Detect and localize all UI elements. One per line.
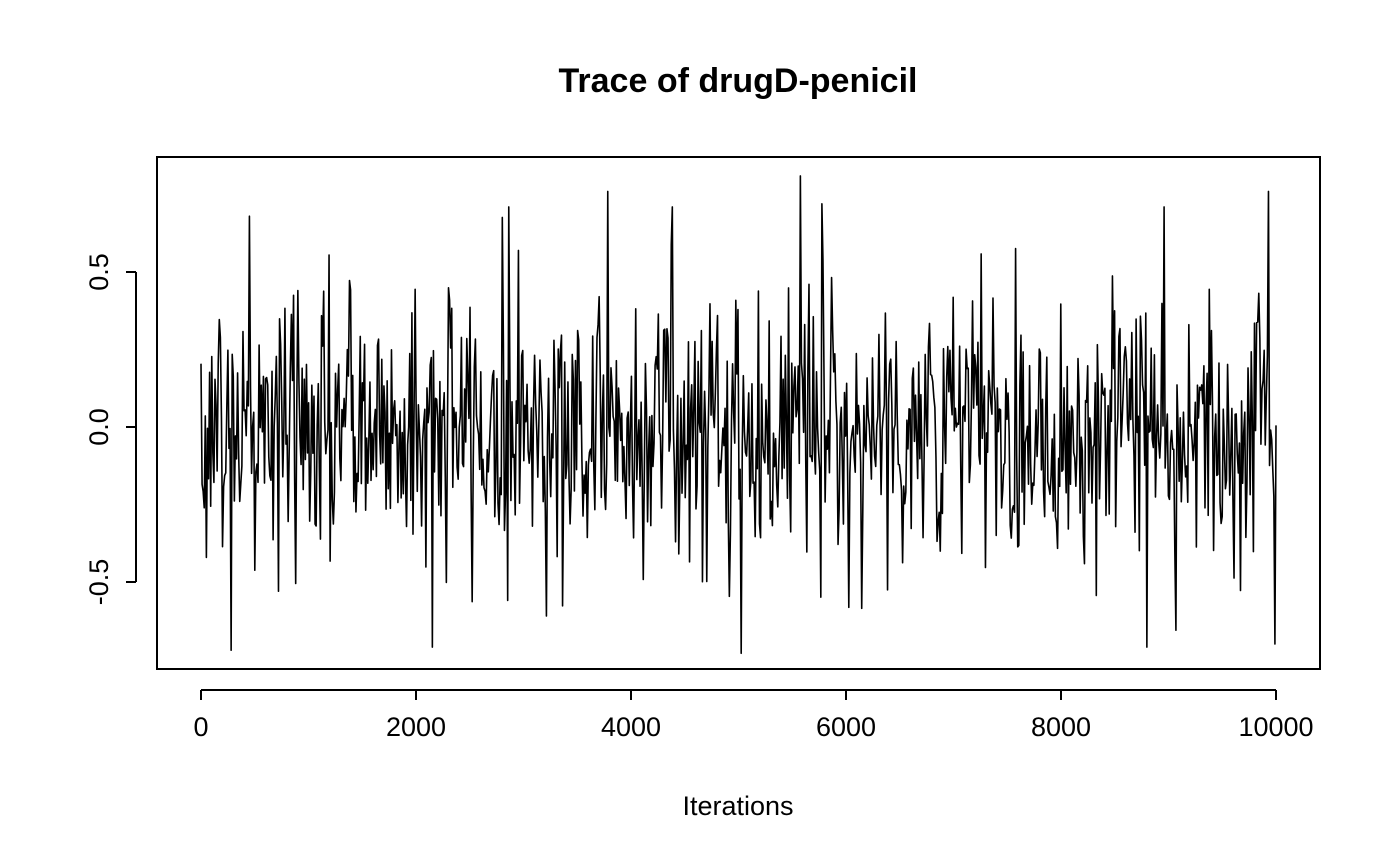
x-tick-label: 0 (193, 712, 208, 742)
y-tick-label: -0.5 (84, 559, 114, 606)
chart-title: Trace of drugD-penicil (559, 62, 918, 100)
plot-frame (156, 156, 1321, 670)
x-tick-label: 10000 (1238, 712, 1313, 742)
trace-series-line (200, 175, 1277, 655)
x-tick-label: 4000 (601, 712, 661, 742)
x-tick-label: 8000 (1031, 712, 1091, 742)
y-tick-label: 0.5 (84, 253, 114, 291)
x-axis-label: Iterations (682, 791, 793, 821)
x-tick-label: 6000 (816, 712, 876, 742)
x-axis: 0 2000 4000 6000 8000 10000 (193, 689, 1314, 742)
y-tick-label: 0.0 (84, 408, 114, 446)
x-tick-label: 2000 (386, 712, 446, 742)
y-axis: -0.5 0.0 0.5 (84, 253, 137, 606)
